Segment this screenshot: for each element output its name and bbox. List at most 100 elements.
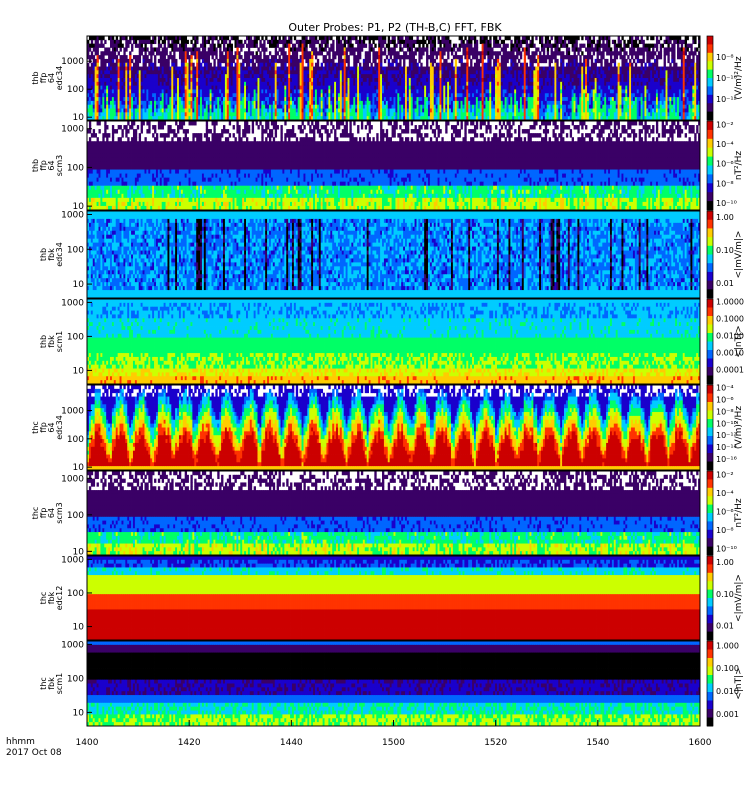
spectrogram-cell [667,59,669,63]
spectrogram-cell [154,40,156,44]
spectrogram-cell [484,55,486,59]
spectrogram-cell [637,36,639,40]
spectrogram-cell [187,51,189,55]
spectrogram-cell [518,59,520,63]
spectrogram-cell [148,36,150,40]
spectrogram-cell [240,55,242,59]
spectrogram-cell [213,44,215,48]
spectrogram-cell [654,51,656,55]
spectrogram-cell [667,44,669,48]
spectrogram-cell [294,36,296,40]
spectrogram-cell [208,59,210,63]
spectrogram-cell [685,51,687,55]
spectrogram-cell [185,59,187,63]
spectrogram-cell [461,36,463,40]
spectrogram-cell [256,40,258,44]
spectrogram-cell [346,51,348,55]
spectrogram-cell [137,63,139,67]
spectrogram-cell [141,44,143,48]
spectrogram-cell [443,51,445,55]
spectrogram-cell [227,36,229,40]
spectrogram-cell [422,36,424,40]
spectrogram-cell [334,55,336,59]
spectrogram-cell [91,51,93,55]
spectrogram-cell [616,55,618,59]
spectrogram-cell [190,59,192,63]
spectrogram-cell [625,59,627,63]
spectrogram-cell [317,40,319,44]
spectrogram-cell [593,51,595,55]
spectrogram-cell [369,59,371,63]
spectrogram-cell [275,55,277,59]
spectrogram-cell [332,47,334,51]
spectrogram-cell [439,59,441,63]
spectrogram-cell [610,55,612,59]
spectrogram-cell [229,40,231,44]
spectrogram-cell [348,59,350,63]
spectrogram-cell [413,55,415,59]
spectrogram-cell [614,63,616,67]
spectrogram-cell [489,59,491,63]
spectrogram-cell [403,59,405,63]
spectrogram-cell [591,55,593,59]
spectrogram-cell [321,44,323,48]
spectrogram-cell [388,44,390,48]
spectrogram-cell [104,40,106,44]
spectrogram-cell [403,63,405,67]
spectrogram-cell [608,40,610,44]
spectrogram-cell [305,36,307,40]
spectrogram-cell [432,63,434,67]
spectrogram-cell [131,44,133,48]
spectrogram-cell [167,59,169,63]
spectrogram-cell [359,51,361,55]
spectrogram-cell [125,55,127,59]
spectrogram-cell [679,36,681,40]
spectrogram-cell [597,55,599,59]
spectrogram-cell [474,36,476,40]
spectrogram-cell [150,44,152,48]
spectrogram-cell [455,63,457,67]
spectrogram-cell [669,40,671,44]
spectrogram-cell [349,40,351,44]
spectrogram-cell [321,51,323,55]
spectrogram-cell [543,51,545,55]
spectrogram-cell [535,51,537,55]
spectrogram-cell [154,36,156,40]
spectrogram-cell [499,36,501,40]
spectrogram-cell [125,47,127,51]
spectrogram-cell [652,55,654,59]
spectrogram-cell [685,40,687,44]
spectrogram-cell [537,47,539,51]
spectrogram-cell [244,40,246,44]
spectrogram-cell [160,36,162,40]
spectrogram-cell [602,40,604,44]
spectrogram-cell [600,63,602,67]
spectrogram-cell [436,55,438,59]
spectrogram-cell [643,40,645,44]
spectrogram-cell [621,36,623,40]
spectrogram-cell [422,44,424,48]
spectrogram-cell [219,47,221,51]
spectrogram-cell [528,47,530,51]
spectrogram-cell [121,44,123,48]
spectrogram-cell [257,47,259,51]
spectrogram-cell [204,36,206,40]
spectrogram-cell [589,36,591,40]
spectrogram-cell [518,47,520,51]
spectrogram-cell [252,59,254,63]
spectrogram-cell [644,63,646,67]
spectrogram-cell [125,36,127,40]
spectrogram-cell [531,63,533,67]
spectrogram-cell [129,55,131,59]
spectrogram-cell [175,44,177,48]
spectrogram-cell [359,63,361,67]
spectrogram-cell [204,44,206,48]
spectrogram-cell [581,36,583,40]
spectrogram-cell [489,44,491,48]
spectrogram-cell [369,40,371,44]
spectrogram-cell [332,40,334,44]
spectrogram-cell [646,36,648,40]
spectrogram-cell [660,36,662,40]
spectrogram-cell [371,44,373,48]
spectrogram-cell [453,47,455,51]
